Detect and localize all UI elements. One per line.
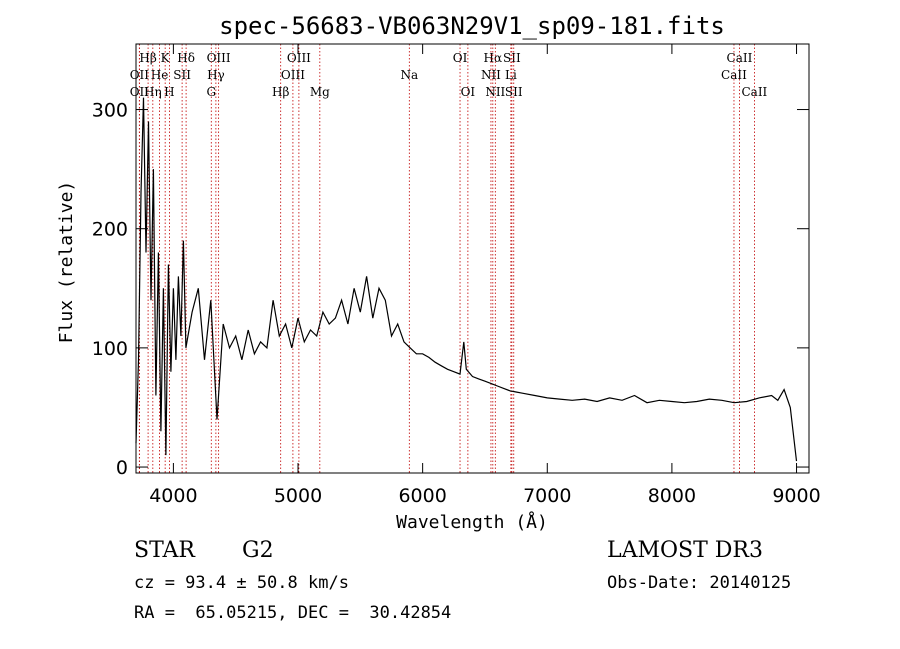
y-tick-label: 300 — [92, 100, 128, 122]
y-tick-label: 0 — [116, 457, 128, 479]
line-marker-label: OIII — [287, 51, 311, 65]
x-tick-label: 4000 — [149, 485, 197, 507]
observation-date: Obs-Date: 20140125 — [607, 573, 792, 593]
line-marker-label: SII — [173, 68, 191, 82]
line-marker-label: SII — [503, 51, 521, 65]
line-marker-label: CaII — [721, 68, 747, 82]
coordinates: RA = 65.05215, DEC = 30.42854 — [134, 603, 452, 623]
axis-ticks: 4000 5000 6000 7000 8000 9000 0 100 200 300 — [92, 44, 821, 507]
line-marker-label: Hα — [484, 51, 503, 65]
line-marker-label: NII — [485, 85, 505, 99]
x-tick-label: 5000 — [274, 485, 322, 507]
line-marker-label: SII — [505, 85, 523, 99]
line-marker-label: NII — [481, 68, 501, 82]
x-tick-label: 6000 — [398, 485, 446, 507]
line-marker-label: G — [206, 85, 216, 99]
line-marker-label: OII — [130, 85, 150, 99]
x-axis-label: Wavelength (Å) — [396, 511, 548, 533]
line-marker-label: OI — [461, 85, 476, 99]
spectrum-line — [135, 97, 798, 462]
line-marker-label: K — [161, 51, 171, 65]
plot-frame — [135, 43, 810, 474]
y-tick-label: 100 — [92, 338, 128, 360]
y-tick-label: 200 — [92, 219, 128, 241]
x-tick-label: 9000 — [772, 485, 820, 507]
line-marker-label: Hη — [144, 85, 162, 99]
line-marker-label: Mg — [310, 85, 330, 99]
line-marker-label: CaII — [741, 85, 767, 99]
line-marker-label: He — [151, 68, 169, 82]
line-marker-label: H — [164, 85, 174, 99]
spectrum-chart: spec-56683-VB063N29V1_sp09-181.fits Hβ K H… — [56, 12, 821, 533]
line-marker-label: OIII — [207, 51, 231, 65]
survey-name: LAMOST DR3 — [607, 538, 763, 563]
y-axis-label: Flux (relative) — [56, 181, 77, 344]
line-marker-label: Hδ — [177, 51, 195, 65]
line-marker-label: OIII — [281, 68, 305, 82]
line-marker-label: OI — [453, 51, 468, 65]
line-marker-label: CaII — [727, 51, 753, 65]
line-marker-label: Hβ — [139, 51, 156, 65]
object-type: STAR — [134, 538, 195, 563]
redshift-cz: cz = 93.4 ± 50.8 km/s — [134, 573, 349, 593]
line-marker-label: Hγ — [207, 68, 225, 82]
x-tick-label: 8000 — [648, 485, 696, 507]
object-subclass: G2 — [242, 538, 274, 563]
chart-title: spec-56683-VB063N29V1_sp09-181.fits — [219, 12, 725, 40]
x-tick-label: 7000 — [523, 485, 571, 507]
line-marker-label: OII — [130, 68, 150, 82]
line-marker-label: Hβ — [272, 85, 289, 99]
line-marker-label: Na — [400, 68, 418, 82]
line-marker-label: Li — [505, 68, 517, 82]
